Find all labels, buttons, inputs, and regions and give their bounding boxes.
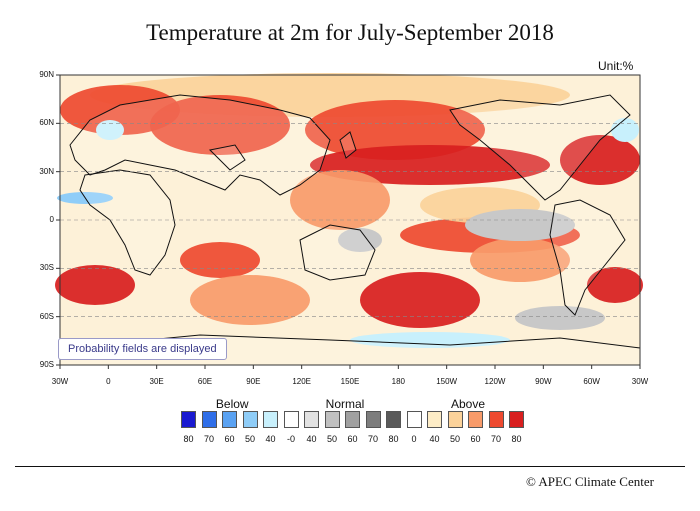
south-atlantic-east-warm (587, 267, 643, 303)
copyright-text: © APEC Climate Center (526, 474, 654, 489)
europe-warm (60, 85, 180, 135)
mediterranean-cool (96, 120, 124, 140)
legend-tick-label: 80 (388, 434, 399, 444)
legend-tick-label: 70 (367, 434, 378, 444)
legend-swatch (468, 411, 483, 428)
legend-swatch (427, 411, 442, 428)
latitude-label: 90N (39, 70, 54, 79)
legend-swatch (345, 411, 360, 428)
south-america-outline (549, 199, 626, 316)
longitude-label: 90W (535, 377, 552, 386)
grid-lines (60, 123, 640, 317)
legend-swatch (242, 411, 258, 428)
legend-tick-label: 60 (470, 434, 481, 444)
south-atlantic-warm (55, 265, 135, 305)
coral-sea-normal (338, 228, 382, 252)
longitude-label: 120E (292, 377, 311, 386)
north-pacific-warm (305, 100, 485, 160)
latitude-label: 30N (39, 166, 54, 176)
latitude-label: 60N (39, 118, 54, 128)
unit-label: Unit:% (598, 59, 634, 73)
subtropical-south-mid (470, 238, 570, 282)
legend-tick-label: 40 (306, 434, 317, 444)
legend-swatch (283, 411, 299, 428)
longitude-label: 120W (484, 377, 506, 386)
legend-group-label: Above (450, 397, 486, 411)
longitude-label: 0 (106, 377, 111, 386)
legend-tick-label: 50 (244, 434, 255, 444)
australia-outline (299, 224, 376, 281)
legend-tick-label: 40 (265, 434, 276, 444)
legend-swatch (304, 411, 319, 428)
longitude-label: 180 (391, 377, 405, 386)
legend-tick-label: 60 (347, 434, 358, 444)
japan-outline (339, 131, 357, 159)
footer-divider (15, 466, 685, 467)
legend-tick-label: 80 (183, 434, 194, 444)
longitude-label: 150E (340, 377, 360, 386)
legend-swatch (263, 411, 278, 428)
legend-swatch (365, 411, 381, 428)
north-america-outline (449, 94, 631, 201)
africa-outline (79, 169, 176, 276)
longitude-label: 60E (197, 377, 213, 386)
siberia-warm (150, 95, 290, 155)
legend-swatch (488, 411, 504, 428)
legend-swatch (386, 411, 401, 428)
legend-swatch (406, 411, 422, 428)
legend-group-label: Below (215, 397, 249, 411)
legend-swatch (181, 411, 196, 428)
eurasia-outline (69, 94, 331, 196)
legend-tick-label: 0 (411, 434, 417, 444)
longitude-label: 60W (583, 377, 600, 386)
legend-swatch (201, 411, 217, 428)
legend-group-label: Normal (325, 397, 365, 411)
legend-tick-label: 50 (326, 434, 337, 444)
longitude-label: 30E (149, 377, 164, 386)
maritime-continent-mid (290, 170, 390, 230)
legend-swatch (509, 411, 524, 428)
southern-ocean-normal (515, 306, 605, 330)
india-outline (208, 144, 246, 171)
legend-tick-label: 80 (511, 434, 522, 444)
subtropical-pacific-warm (310, 145, 550, 185)
longitude-label: 30W (51, 377, 69, 386)
probability-note: Probability fields are displayed (58, 338, 227, 360)
latitude-label: 60S (39, 311, 54, 321)
axis-ticks (56, 74, 641, 369)
map-title: Temperature at 2m for July-September 201… (146, 20, 554, 45)
latitude-label: 0 (49, 215, 54, 224)
north-atlantic-warm (560, 135, 640, 185)
longitude-label: 90E (246, 377, 261, 386)
eastern-pacific-normal (465, 209, 575, 241)
legend-tick-label: -0 (286, 434, 295, 444)
legend-tick-label: 70 (490, 434, 501, 444)
legend-tick-label: 60 (224, 434, 235, 444)
longitude-label: 30W (631, 377, 649, 386)
labrador-cool (611, 118, 639, 142)
latitude-label: 30S (39, 263, 54, 273)
legend-tick-label: 70 (203, 434, 214, 444)
longitude-label: 150W (436, 377, 458, 386)
southern-indian-mid (190, 275, 310, 325)
legend-swatch (222, 411, 237, 428)
latitude-label: 90S (39, 360, 54, 369)
indian-ocean-warm (180, 242, 260, 278)
south-pacific-warm (360, 272, 480, 328)
legend-swatch (447, 411, 463, 428)
legend-tick-label: 40 (429, 434, 440, 444)
legend-tick-label: 50 (449, 434, 460, 444)
legend-swatch (324, 411, 340, 428)
